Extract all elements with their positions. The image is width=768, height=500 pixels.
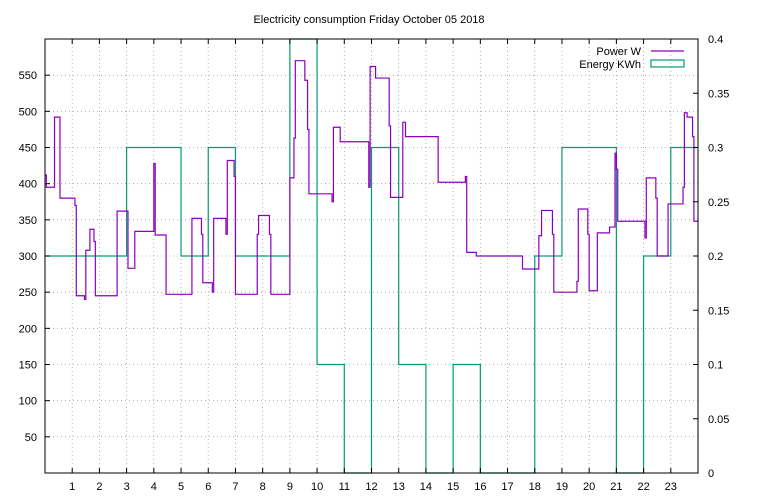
energy-bin <box>562 148 589 474</box>
x-tick-label: 12 <box>365 481 377 493</box>
y-right-tick-label: 0.25 <box>708 197 729 209</box>
x-tick-label: 11 <box>339 481 350 493</box>
y-left-tick-label: 250 <box>19 287 37 299</box>
y-right-tick-label: 0.1 <box>708 360 723 372</box>
x-tick-label: 7 <box>232 481 238 493</box>
x-tick-label: 6 <box>205 481 211 493</box>
energy-bin <box>127 148 154 474</box>
x-tick-label: 9 <box>287 481 293 493</box>
y-right-tick-label: 0 <box>708 468 714 480</box>
x-tick-label: 4 <box>151 481 157 493</box>
energy-series <box>45 38 698 474</box>
energy-bin <box>399 365 426 474</box>
y-right-tick-label: 0.2 <box>708 251 723 263</box>
y-left-tick-label: 300 <box>19 251 37 263</box>
y-left-tick-label: 150 <box>19 360 37 372</box>
energy-bin <box>589 148 616 474</box>
y-left-tick-label: 100 <box>19 396 37 408</box>
y-left-tick-label: 500 <box>19 106 37 118</box>
legend: Power W Energy KWh <box>579 46 685 71</box>
x-tick-label: 13 <box>393 481 405 493</box>
x-tick-label: 21 <box>610 481 622 493</box>
x-tick-label: 8 <box>260 481 266 493</box>
x-tick-label: 1 <box>69 481 75 493</box>
x-tick-label: 10 <box>311 481 323 493</box>
y-right-tick-label: 0.35 <box>708 88 729 100</box>
energy-bin <box>317 365 344 474</box>
energy-bin <box>208 148 235 474</box>
x-tick-label: 20 <box>583 481 595 493</box>
legend-label-energy: Energy KWh <box>579 59 641 71</box>
y-left-tick-label: 50 <box>25 432 37 444</box>
energy-line <box>45 38 698 474</box>
x-tick-label: 18 <box>529 481 541 493</box>
y-right-tick-label: 0.3 <box>708 143 723 155</box>
x-tick-label: 17 <box>501 481 513 493</box>
legend-swatch-energy <box>650 59 685 68</box>
x-tick-label: 2 <box>96 481 102 493</box>
power-line <box>45 60 698 300</box>
legend-label-power: Power W <box>596 46 641 58</box>
y-right-tick-label: 0.4 <box>708 34 723 46</box>
y-left-tick-label: 350 <box>19 215 37 227</box>
y-left-tick-label: 200 <box>19 323 37 335</box>
y-left-tick-label: 450 <box>19 143 37 155</box>
x-tick-label: 15 <box>447 481 459 493</box>
y-left-tick-label: 400 <box>19 179 37 191</box>
energy-bin <box>453 365 480 474</box>
x-tick-label: 16 <box>474 481 486 493</box>
x-tick-label: 14 <box>420 481 432 493</box>
x-tick-label: 22 <box>637 481 649 493</box>
power-series <box>45 60 698 300</box>
y-left-tick-label: 550 <box>19 70 37 82</box>
y-right-tick-label: 0.05 <box>708 414 729 426</box>
x-tick-label: 23 <box>665 481 677 493</box>
energy-bin <box>372 148 399 474</box>
x-tick-label: 5 <box>178 481 184 493</box>
chart-title: Electricity consumption Friday October 0… <box>253 14 484 26</box>
axis-ticks: 1 2 3 4 5 6 7 8 9 10 11 12 13 14 15 16 17 18 19 20 21 22 23501… <box>19 34 730 493</box>
x-tick-label: 19 <box>556 481 568 493</box>
y-right-tick-label: 0.15 <box>708 305 729 317</box>
energy-bin <box>154 148 181 474</box>
x-tick-label: 3 <box>124 481 130 493</box>
